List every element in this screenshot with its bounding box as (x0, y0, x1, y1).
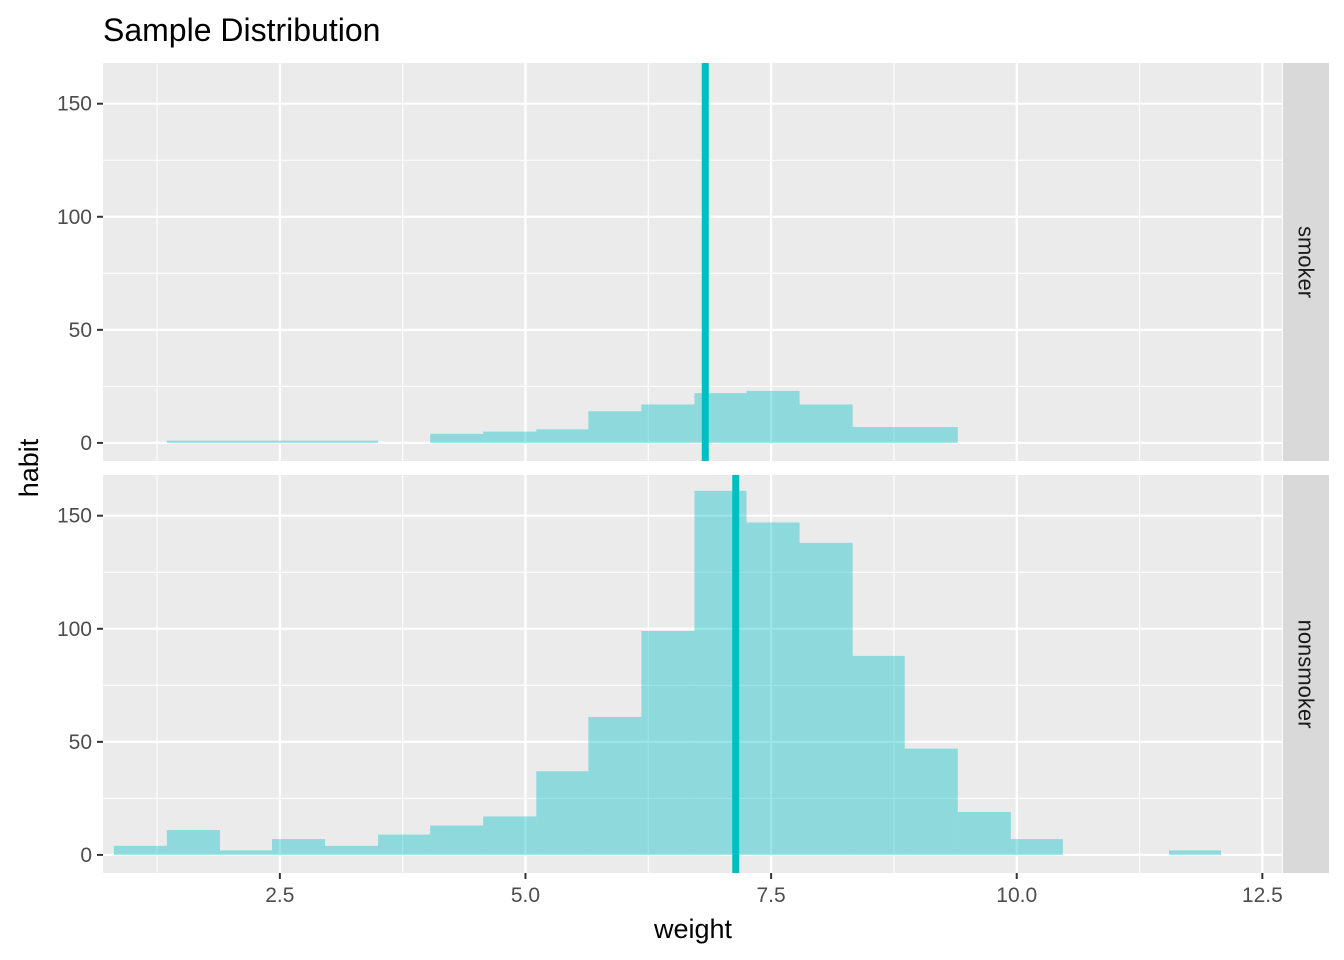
y-tick-label: 0 (80, 432, 92, 455)
histogram-bar (641, 404, 695, 443)
histogram-bar (219, 850, 272, 855)
histogram-bar (746, 390, 800, 443)
histogram-bar (325, 845, 379, 855)
x-tick-label: 7.5 (756, 884, 785, 907)
histogram-bar (1169, 850, 1222, 855)
chart-title: Sample Distribution (103, 12, 380, 48)
histogram-bar (430, 433, 484, 443)
histogram-bar (166, 440, 220, 443)
histogram-bar (1010, 839, 1063, 855)
histogram-bar (536, 771, 589, 855)
histogram-bar (904, 427, 958, 443)
histogram-bar (588, 716, 642, 855)
histogram-bar (957, 811, 1011, 855)
facet-strip (1283, 475, 1329, 873)
y-tick-label: 0 (80, 844, 92, 867)
x-axis: 2.5 5.0 7.5 10.0 12.5 (265, 873, 1283, 907)
facet-panel-nonsmoker: 0 50 100 150 nonsmoker (57, 475, 1329, 873)
histogram-bar (904, 748, 958, 855)
panel-background (103, 475, 1282, 873)
histogram-bar (799, 404, 853, 443)
histogram-bar (271, 839, 326, 855)
facet-strip-label: smoker (1294, 226, 1319, 298)
facet-strip (1283, 63, 1329, 461)
histogram-bar (746, 522, 800, 855)
histogram-bar (641, 631, 695, 855)
y-axis-title: habit (14, 438, 44, 497)
histogram-bar (483, 816, 537, 855)
histogram-bar (536, 429, 589, 443)
histogram-bar (219, 440, 272, 443)
y-tick-label: 100 (57, 206, 92, 229)
histogram-bar (852, 427, 905, 443)
facet-strip-label: nonsmoker (1294, 620, 1319, 729)
x-tick-label: 5.0 (511, 884, 540, 907)
x-tick-label: 10.0 (996, 884, 1037, 907)
y-tick-label: 150 (57, 505, 92, 528)
histogram-bar (271, 440, 326, 443)
x-tick-label: 12.5 (1242, 884, 1283, 907)
histogram-bar (325, 440, 379, 443)
x-tick-label: 2.5 (265, 884, 294, 907)
facet-panels: 0 50 100 150 smoker 0 50 100 150 nonsmoker (57, 63, 1329, 873)
histogram-bar (378, 834, 431, 855)
histogram-bar (166, 830, 220, 855)
histogram-bar (113, 845, 167, 855)
histogram-bar (588, 411, 642, 443)
panel-background (103, 63, 1282, 461)
facet-panel-smoker: 0 50 100 150 smoker (57, 63, 1329, 461)
y-tick-label: 100 (57, 618, 92, 641)
histogram-bar (430, 825, 484, 855)
histogram-bar (852, 655, 905, 855)
histogram-bar (483, 431, 537, 443)
y-tick-label: 50 (69, 319, 92, 342)
y-tick-label: 150 (57, 93, 92, 116)
histogram-bar (799, 542, 853, 855)
x-axis-title: weight (653, 914, 733, 944)
y-tick-label: 50 (69, 731, 92, 754)
